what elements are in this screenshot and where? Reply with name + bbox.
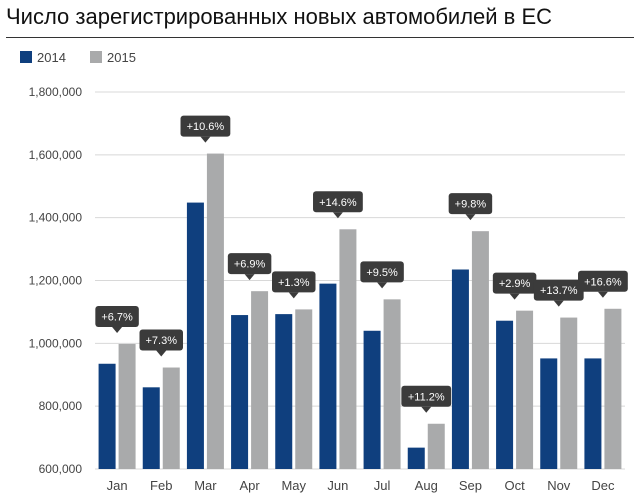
- bar-2014-jul: [363, 330, 381, 469]
- chart-title: Число зарегистрированных новых автомобил…: [6, 4, 553, 29]
- growth-callout-box: [139, 329, 183, 351]
- bar-2015-jun: [339, 229, 357, 469]
- growth-callout-pointer: [244, 274, 255, 281]
- growth-callout-label: +10.6%: [187, 121, 225, 133]
- growth-callout-label: +6.7%: [101, 311, 133, 323]
- bar-2014-may: [275, 314, 293, 469]
- y-tick-label: 1,800,000: [29, 85, 83, 99]
- bar-2014-jun: [319, 283, 337, 469]
- legend-swatch-2014: [20, 51, 32, 63]
- bar-2015-apr: [251, 291, 269, 469]
- y-tick-label: 800,000: [39, 399, 83, 413]
- growth-callout-box: [95, 305, 139, 327]
- bar-2015-sep: [471, 231, 489, 469]
- x-tick-label: Feb: [150, 478, 172, 493]
- growth-callout-box: [401, 385, 452, 407]
- x-tick-label: Jun: [327, 478, 348, 493]
- growth-callout-box: [227, 253, 272, 275]
- bar-2015-nov: [560, 317, 578, 469]
- legend-swatch-2015: [90, 51, 102, 63]
- bar-2015-may: [295, 309, 313, 469]
- x-tick-label: Nov: [547, 478, 571, 493]
- bar-2014-oct: [496, 320, 514, 469]
- x-tick-label: Jul: [374, 478, 391, 493]
- x-tick-label: Sep: [459, 478, 482, 493]
- y-tick-label: 1,200,000: [29, 274, 83, 288]
- growth-callout-label: +13.7%: [540, 285, 578, 297]
- growth-callout-pointer: [421, 406, 432, 413]
- growth-callout-box: [180, 115, 231, 137]
- growth-callout-box: [492, 272, 537, 294]
- title-divider: [6, 37, 634, 38]
- x-tick-label: Apr: [239, 478, 260, 493]
- growth-callout-label: +16.6%: [584, 276, 622, 288]
- x-tick-label: May: [281, 478, 306, 493]
- y-tick-label: 1,600,000: [29, 148, 83, 162]
- bar-2015-dec: [604, 308, 622, 469]
- x-tick-label: Mar: [194, 478, 217, 493]
- growth-callout-label: +11.2%: [408, 391, 445, 403]
- growth-callout-box: [272, 271, 316, 293]
- bar-2014-apr: [231, 315, 249, 469]
- growth-callout-label: +1.3%: [278, 277, 310, 289]
- x-tick-label: Oct: [504, 478, 525, 493]
- bar-2014-mar: [186, 202, 204, 469]
- bar-2015-feb: [162, 367, 180, 469]
- bar-2014-nov: [540, 358, 558, 469]
- bar-2014-feb: [142, 387, 160, 469]
- growth-callout-box: [448, 193, 493, 215]
- growth-callout-label: +6.9%: [234, 259, 266, 271]
- bar-2014-aug: [407, 447, 425, 469]
- growth-callout-box: [533, 279, 584, 301]
- growth-callout-pointer: [156, 350, 167, 357]
- growth-callout-pointer: [553, 300, 564, 307]
- bar-2015-aug: [427, 423, 445, 469]
- bar-2014-sep: [451, 269, 469, 469]
- x-tick-label: Aug: [415, 478, 438, 493]
- x-tick-label: Dec: [591, 478, 615, 493]
- growth-callout-pointer: [465, 214, 476, 221]
- bar-2015-jan: [118, 343, 136, 469]
- growth-callout-label: +2.9%: [499, 278, 531, 290]
- bar-2014-jan: [98, 363, 116, 469]
- y-tick-label: 600,000: [39, 462, 83, 476]
- y-tick-label: 1,400,000: [29, 211, 83, 225]
- growth-callout-label: +9.8%: [455, 199, 487, 211]
- growth-callout-pointer: [200, 136, 211, 143]
- legend-label-2015: 2015: [107, 50, 136, 65]
- growth-callout-pointer: [597, 291, 608, 298]
- growth-callout-box: [360, 261, 404, 283]
- bar-2015-jul: [383, 299, 401, 469]
- growth-callout-pointer: [332, 212, 343, 219]
- growth-callout-pointer: [112, 326, 123, 333]
- growth-callout-label: +9.5%: [366, 267, 398, 279]
- growth-callout-pointer: [509, 293, 520, 300]
- bar-2014-dec: [584, 358, 602, 469]
- growth-callout-label: +14.6%: [319, 197, 357, 209]
- y-tick-label: 1,000,000: [29, 336, 83, 350]
- growth-callout-pointer: [377, 282, 388, 289]
- growth-callout-box: [578, 270, 628, 292]
- growth-callout-label: +7.3%: [146, 335, 178, 347]
- bar-2015-mar: [206, 153, 224, 469]
- x-tick-label: Jan: [107, 478, 128, 493]
- growth-callout-pointer: [288, 292, 299, 299]
- bar-2015-oct: [516, 310, 534, 469]
- legend-label-2014: 2014: [37, 50, 66, 65]
- growth-callout-box: [313, 191, 363, 213]
